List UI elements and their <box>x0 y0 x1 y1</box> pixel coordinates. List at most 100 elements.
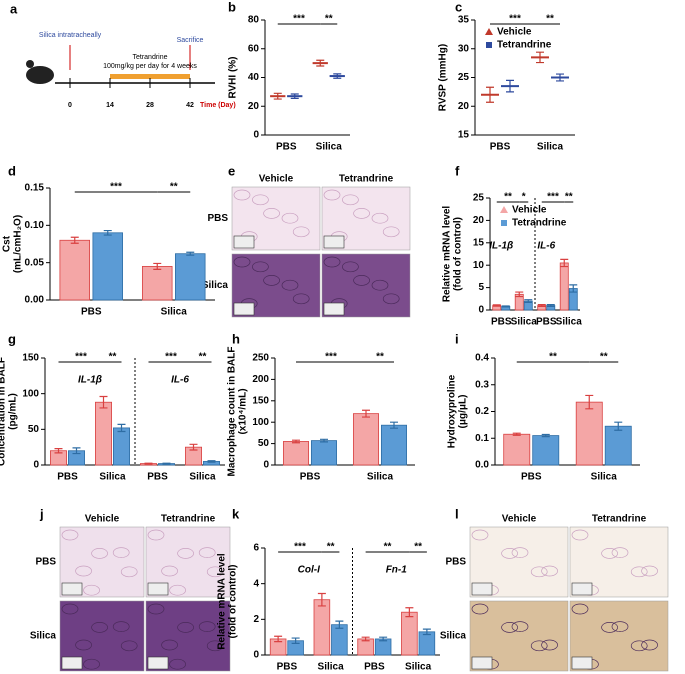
error-bar <box>333 73 342 79</box>
tissue-texture <box>206 640 224 652</box>
error-bar <box>103 229 112 236</box>
y-tick-label: 25 <box>473 193 485 204</box>
tissue-texture <box>571 603 589 615</box>
significance-label: *** <box>509 14 521 25</box>
error-bar <box>422 628 431 636</box>
y-tick-label: 250 <box>252 353 269 364</box>
row-label: PBS <box>445 557 466 568</box>
bar <box>559 262 569 311</box>
x-tick-label: Silica <box>405 662 432 673</box>
error-bar <box>144 462 153 465</box>
tissue-texture <box>371 279 389 291</box>
y-axis-label: Cst <box>2 235 13 252</box>
bar <box>59 239 91 301</box>
significance-label: *** <box>110 182 122 193</box>
significance-label: ** <box>414 542 422 553</box>
tissue-texture <box>198 547 216 558</box>
tissue-texture <box>511 621 529 632</box>
error-bar <box>537 304 546 308</box>
y-tick-label: 100 <box>252 417 269 428</box>
mouse-ear <box>26 60 34 68</box>
tissue-texture <box>75 639 92 651</box>
legend-marker <box>501 220 507 226</box>
y-tick-label: 20 <box>458 101 470 112</box>
legend-label: Vehicle <box>512 205 547 216</box>
x-tick-label: Silica <box>537 142 564 153</box>
panel-letter: k <box>232 506 240 521</box>
y-axis-label: Hydroxyproline <box>447 374 458 448</box>
error-bar <box>207 460 216 463</box>
x-tick-label: PBS <box>521 472 542 483</box>
bar <box>313 599 331 656</box>
significance-label: ** <box>376 352 384 363</box>
y-tick-label: 2 <box>253 614 259 625</box>
time-unit: Time (Day) <box>200 102 236 109</box>
error-bar <box>546 304 555 308</box>
error-bar <box>153 262 162 270</box>
column-label: Vehicle <box>259 174 294 185</box>
y-tick-label: 25 <box>458 72 470 83</box>
panel-letter: i <box>455 331 459 346</box>
x-tick-label: PBS <box>490 142 511 153</box>
day-label: 14 <box>106 102 114 109</box>
error-bar <box>541 433 550 438</box>
tissue-texture <box>263 208 280 219</box>
y-tick-label: 0 <box>253 130 259 141</box>
panel-letter: d <box>8 163 16 178</box>
tissue-texture <box>641 639 658 651</box>
tissue-texture <box>61 603 79 615</box>
group-label: Col-I <box>298 565 320 576</box>
y-tick-label: 0.15 <box>25 183 45 194</box>
tissue-texture <box>371 212 389 224</box>
y-axis-label: RVSP (mmHg) <box>438 44 449 111</box>
group-label: IL-6 <box>171 375 189 386</box>
x-tick-label: Silica <box>99 472 126 483</box>
bar <box>331 624 348 656</box>
y-tick-label: 0.0 <box>475 460 489 471</box>
column-label: Vehicle <box>502 514 537 525</box>
tissue-texture <box>641 565 658 577</box>
y-tick-label: 35 <box>458 15 470 26</box>
error-bar <box>524 299 533 303</box>
error-bar <box>162 462 171 465</box>
significance-label: ** <box>170 182 178 193</box>
bar <box>575 401 603 466</box>
y-tick-label: 0 <box>263 460 269 471</box>
y-axis-label: Relative mRNA level <box>217 553 228 650</box>
tissue-texture <box>292 226 310 238</box>
significance-label: ** <box>199 352 207 363</box>
tissue-texture <box>611 547 629 558</box>
tissue-texture <box>382 293 400 305</box>
tissue-texture <box>233 256 251 268</box>
y-axis-label: (fold of control) <box>453 217 464 291</box>
panel-letter: a <box>10 1 18 16</box>
error-bar <box>274 635 283 643</box>
y-tick-label: 6 <box>253 543 259 554</box>
bar <box>282 441 309 466</box>
inset <box>147 656 169 670</box>
tissue-texture <box>501 622 518 633</box>
group-label: IL-6 <box>537 241 555 252</box>
significance-label: *** <box>547 192 559 203</box>
tissue-texture <box>541 565 558 577</box>
bar <box>401 611 418 656</box>
tissue-texture <box>120 640 138 652</box>
error-bar <box>189 443 198 451</box>
bar <box>380 424 407 466</box>
error-bar <box>292 439 300 444</box>
inset <box>571 582 593 596</box>
tissue-texture <box>177 548 194 559</box>
tissue-texture <box>177 622 194 633</box>
group-label: IL-1β <box>78 375 102 386</box>
y-tick-label: 20 <box>248 101 260 112</box>
legend-label: Tetrandrine <box>512 218 567 229</box>
error-bar <box>390 421 398 429</box>
legend-marker <box>486 42 492 48</box>
tissue-texture <box>120 566 138 578</box>
bar <box>310 440 337 466</box>
bar <box>92 232 124 301</box>
inset <box>323 302 345 316</box>
x-tick-label: Silica <box>511 317 538 328</box>
inset <box>471 656 493 670</box>
x-tick-label: PBS <box>536 317 557 328</box>
